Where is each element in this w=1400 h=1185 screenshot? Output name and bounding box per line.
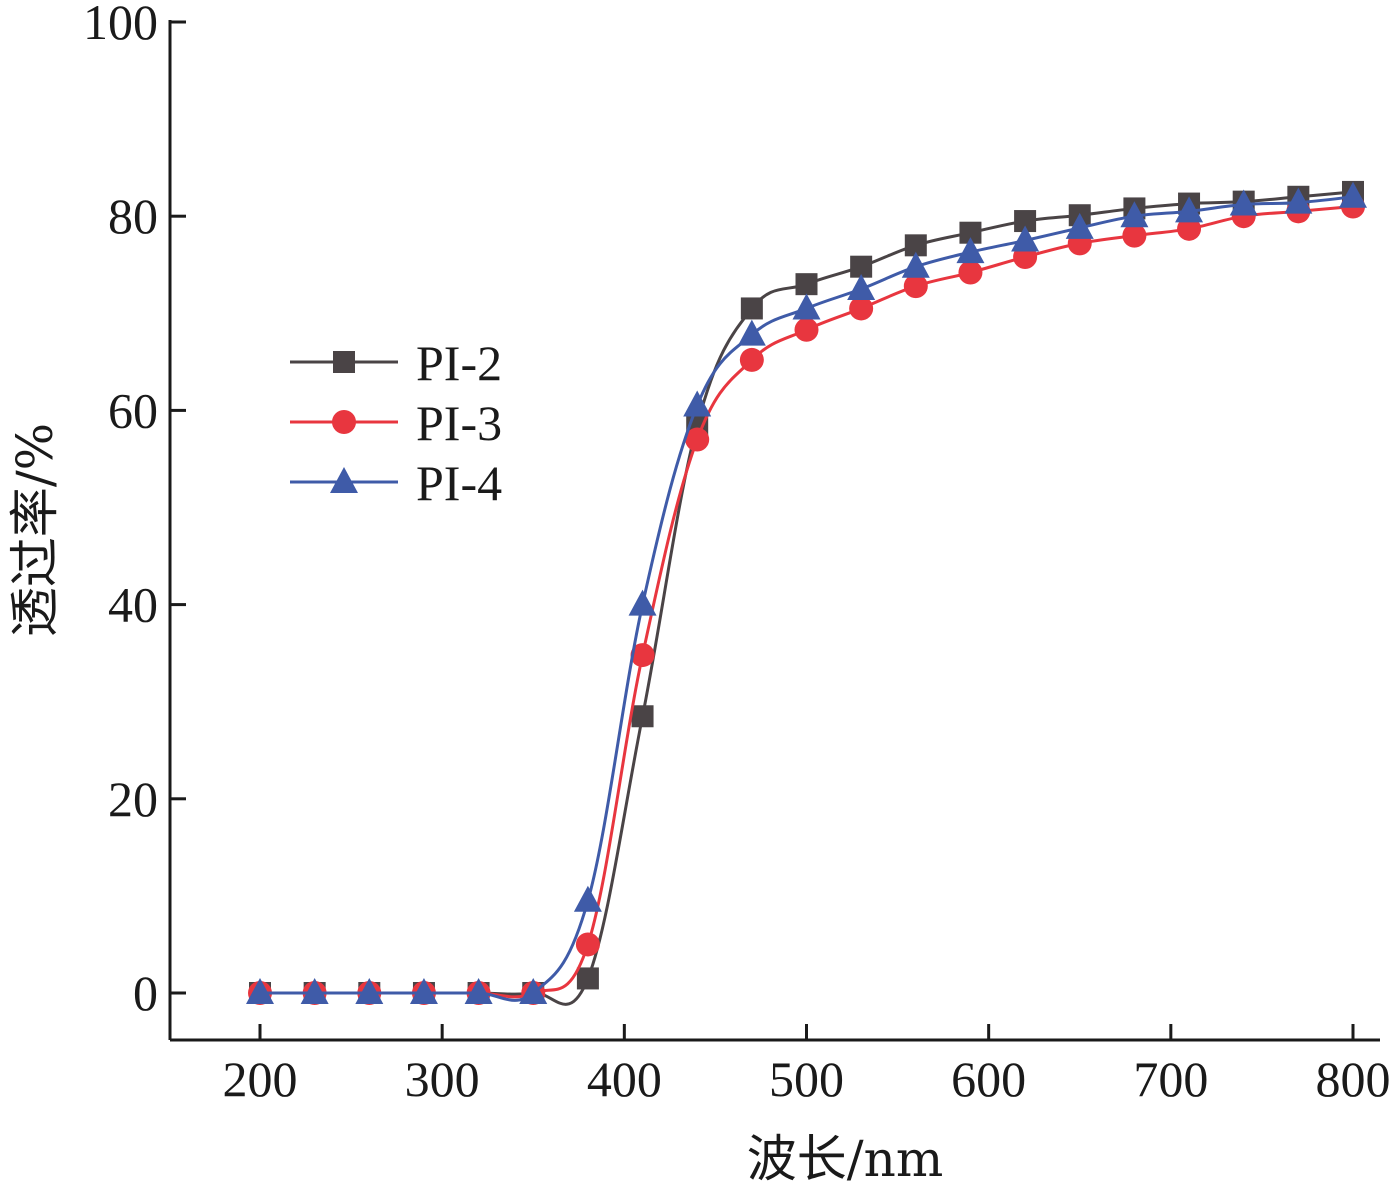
data-point [575,932,600,957]
data-point [246,978,274,1004]
data-point [576,967,599,990]
data-point [1177,216,1202,241]
x-tick-label: 400 [587,1051,662,1107]
data-point [904,234,927,257]
data-point [1339,181,1367,208]
series-pi-4 [246,181,1367,1004]
data-point [409,978,438,1004]
x-tick-label: 500 [769,1051,844,1107]
y-tick-label: 80 [108,188,158,244]
axes: 0 20 40 60 80 100 200 300 400 500 600 700 800 [83,0,1391,1107]
x-tick-label: 300 [405,1051,480,1107]
data-point [740,297,763,320]
data-point [958,260,983,285]
series-layer [246,180,1367,1006]
x-axis-title: 波长/nm [747,1130,943,1185]
y-tick-label: 20 [108,771,158,827]
legend-label: PI-4 [416,455,502,511]
data-point [628,589,657,616]
data-point [901,251,930,278]
legend-marker [330,467,358,493]
data-point [355,978,384,1004]
data-point [794,317,819,342]
x-tick-label: 700 [1133,1051,1208,1107]
data-point [573,885,602,912]
data-point [1229,189,1258,216]
data-point [630,643,655,668]
data-point [1065,212,1094,239]
data-point [959,221,982,244]
y-tick-label: 40 [108,577,158,633]
data-point [903,274,928,299]
data-point [849,296,874,321]
legend-marker [333,351,355,373]
data-point [464,978,493,1004]
data-point [850,255,873,278]
x-tick-label: 800 [1316,1051,1391,1107]
data-point [1122,223,1147,248]
legend-item-pi-4: PI-4 [290,455,502,511]
y-tick-label: 100 [83,0,158,50]
legend-marker [332,410,356,434]
legend-item-pi-2: PI-2 [290,335,502,391]
data-point [847,274,876,301]
data-point [300,978,329,1004]
data-point [792,293,821,320]
data-point [1284,187,1313,214]
data-point [519,978,548,1004]
data-point [795,273,818,296]
data-point [956,237,985,264]
legend-label: PI-3 [416,395,502,451]
x-tick-label: 200 [223,1051,298,1107]
data-point [739,347,764,372]
data-point [1175,196,1204,223]
legend: PI-2PI-3PI-4 [290,335,502,511]
x-tick-label: 600 [951,1051,1026,1107]
legend-item-pi-3: PI-3 [290,395,502,451]
legend-label: PI-2 [416,335,502,391]
data-point [685,427,710,452]
data-point [683,390,712,417]
data-point [737,319,766,346]
y-axis-title: 透过率/% [6,423,64,637]
data-point [1120,201,1149,228]
data-point [631,705,654,728]
data-point [1014,210,1037,233]
data-point [1011,225,1040,252]
y-tick-label: 60 [108,382,158,438]
y-tick-label: 0 [133,965,158,1021]
